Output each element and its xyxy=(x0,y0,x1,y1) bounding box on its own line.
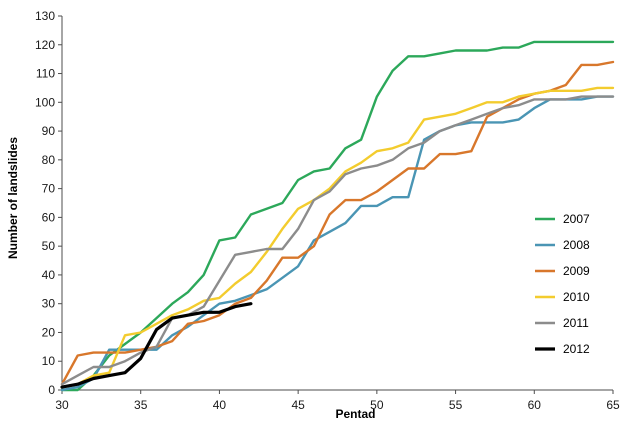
y-axis-title: Number of landslides xyxy=(6,137,20,259)
x-tick-label: 50 xyxy=(370,398,384,412)
series-2011-legend-label: 2011 xyxy=(563,316,589,330)
series-2010-line xyxy=(60,86,615,389)
series-2008-line xyxy=(60,95,615,392)
legend: 2007 2008 2009 2010 2011 2012 xyxy=(535,212,590,356)
y-tick-label: 0 xyxy=(48,383,55,397)
x-tick-label: 55 xyxy=(449,398,463,412)
y-tick-label: 130 xyxy=(35,9,55,23)
series-2012-legend-label: 2012 xyxy=(563,342,590,356)
series-2011-line xyxy=(60,95,615,386)
y-tick-label: 80 xyxy=(42,153,56,167)
x-tick-label: 60 xyxy=(528,398,542,412)
x-tick-label: 45 xyxy=(291,398,305,412)
series-2007-legend-label: 2007 xyxy=(563,212,590,226)
series-2008-legend-label: 2008 xyxy=(563,238,590,252)
y-tick-label: 50 xyxy=(42,239,56,253)
series-2009-legend-label: 2009 xyxy=(563,264,590,278)
x-tick-label: 40 xyxy=(213,398,227,412)
y-tick-label: 90 xyxy=(42,124,56,138)
y-tick-label: 40 xyxy=(42,268,56,282)
y-tick-label: 120 xyxy=(35,38,55,52)
series-2010-legend-label: 2010 xyxy=(563,290,590,304)
y-tick-label: 70 xyxy=(42,182,56,196)
series-layer xyxy=(60,40,615,392)
x-tick-label: 30 xyxy=(55,398,69,412)
x-tick-label: 65 xyxy=(606,398,620,412)
x-axis-title: Pentad xyxy=(335,407,375,421)
y-tick-label: 100 xyxy=(35,95,55,109)
x-tick-label: 35 xyxy=(134,398,148,412)
y-tick-label: 110 xyxy=(36,67,55,81)
series-2007-line xyxy=(60,40,615,392)
y-tick-label: 60 xyxy=(42,210,56,224)
y-tick-label: 20 xyxy=(42,325,56,339)
y-tick-label: 30 xyxy=(42,297,56,311)
series-2012-line xyxy=(60,302,253,389)
x-axis: 30 35 40 45 50 55 60 65 xyxy=(55,390,620,412)
y-axis: 0 10 20 30 40 50 60 70 80 90 100 110 120 130 xyxy=(35,9,62,397)
y-tick-label: 10 xyxy=(42,354,56,368)
plot-frame xyxy=(61,16,613,391)
